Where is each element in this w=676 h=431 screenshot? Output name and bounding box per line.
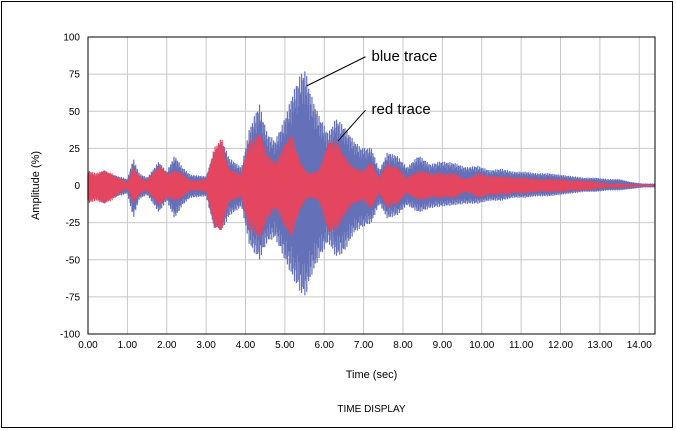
- x-tick-label: 10.00: [469, 340, 494, 351]
- annotation-leader-line: [337, 109, 366, 142]
- annotation-blue-trace: blue trace: [372, 48, 438, 65]
- x-tick-label: 1.00: [118, 340, 138, 351]
- x-tick-label: 7.00: [354, 340, 374, 351]
- y-axis-label: Amplitude (%): [30, 151, 42, 220]
- y-tick-label: 75: [69, 70, 81, 81]
- x-tick-label: 13.00: [587, 340, 612, 351]
- x-tick-label: 2.00: [157, 340, 177, 351]
- y-tick-label: 50: [69, 107, 81, 118]
- y-tick-label: -75: [66, 292, 81, 303]
- y-tick-label: -50: [66, 255, 81, 266]
- y-tick-label: 100: [63, 33, 80, 44]
- chart-caption: TIME DISPLAY: [337, 404, 405, 415]
- plot-border: [87, 36, 656, 335]
- x-tick-label: 3.00: [196, 340, 216, 351]
- x-tick-label: 12.00: [548, 340, 573, 351]
- tick-labels: 0.00 1.00 2.00 3.00 4.00 5.00 6.00 7.00 8.00 9.00…: [60, 33, 652, 352]
- x-tick-label: 11.00: [509, 340, 534, 351]
- y-tick-label: 0: [74, 181, 80, 192]
- y-tick-label: -25: [66, 218, 81, 229]
- x-tick-label: 9.00: [433, 340, 453, 351]
- x-tick-label: 4.00: [236, 340, 256, 351]
- x-tick-label: 8.00: [393, 340, 413, 351]
- x-tick-label: 6.00: [315, 340, 335, 351]
- y-tick-label: -100: [60, 330, 80, 341]
- x-tick-label: 5.00: [275, 340, 295, 351]
- annotation-red-trace: red trace: [372, 101, 431, 118]
- y-tick-label: 25: [69, 144, 81, 155]
- traces: [87, 71, 656, 296]
- series-red-trace: [87, 134, 656, 237]
- annotations: blue trace red trace: [306, 48, 438, 142]
- x-tick-label: 14.00: [627, 340, 652, 351]
- x-tick-label: 0.00: [78, 340, 98, 351]
- x-axis-label: Time (sec): [346, 369, 398, 381]
- annotation-leader-line: [306, 56, 366, 87]
